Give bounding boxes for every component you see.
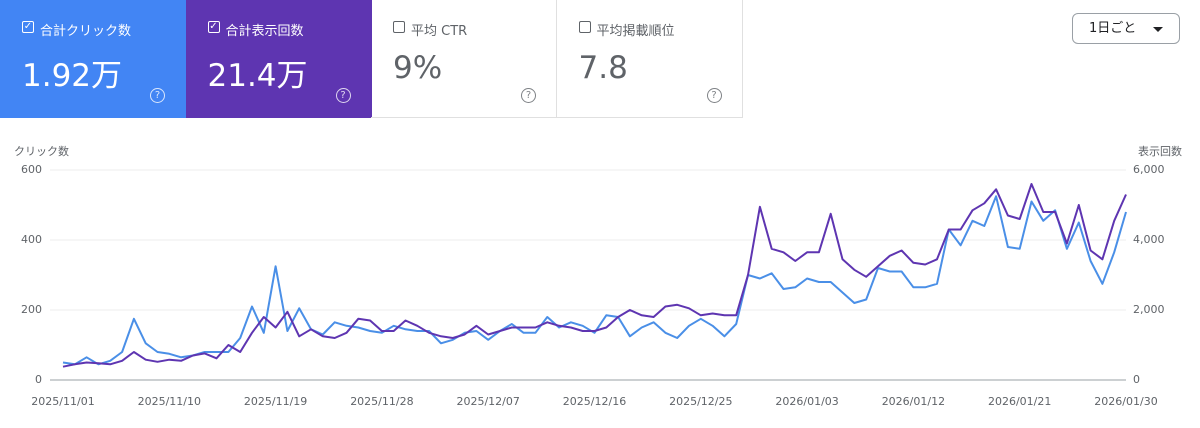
x-tick-label: 2025/11/19	[244, 395, 307, 408]
granularity-dropdown[interactable]: 1日ごと	[1072, 13, 1180, 44]
dropdown-arrow	[1153, 27, 1163, 32]
y-tick-label: 600	[21, 163, 42, 176]
help-icon: ?	[335, 88, 351, 103]
y-tick-label: 0	[35, 373, 42, 386]
x-tick-label: 2026/01/03	[775, 395, 838, 408]
metric-label: 平均 CTR	[411, 24, 468, 39]
y2-tick-label: 0	[1133, 373, 1140, 386]
y2-tick-label: 2,000	[1133, 303, 1165, 316]
help-icon: ?	[521, 88, 536, 103]
x-tick-label: 2025/12/16	[563, 395, 626, 408]
x-tick-label: 2026/01/30	[1094, 395, 1157, 408]
metric-card[interactable]: ✓ 合計表示回数 21.4万?	[185, 0, 372, 118]
y-tick-label: 200	[21, 303, 42, 316]
metric-card[interactable]: 平均掲載順位 7.8?	[556, 0, 743, 118]
checkbox	[393, 21, 405, 33]
x-tick-label: 2025/11/01	[31, 395, 94, 408]
x-tick-label: 2025/12/25	[669, 395, 732, 408]
x-tick-label: 2026/01/12	[882, 395, 945, 408]
y-tick-label: 400	[21, 233, 42, 246]
metric-card[interactable]: 平均 CTR 9%?	[371, 0, 557, 118]
y-axis-title: クリック数	[14, 145, 69, 158]
metric-value: 9%	[393, 50, 443, 86]
y2-tick-label: 4,000	[1133, 233, 1165, 246]
help-icon: ?	[706, 88, 722, 103]
checkbox	[578, 21, 591, 33]
y2-tick-label: 6,000	[1133, 163, 1165, 176]
metric-value: 21.4万	[207, 58, 308, 94]
metric-value: 7.8	[578, 50, 628, 86]
series-line	[62, 183, 1127, 368]
x-tick-label: 2026/01/21	[988, 395, 1051, 408]
checkbox: ✓	[22, 21, 34, 33]
x-tick-label: 2025/11/28	[350, 395, 413, 408]
metric-card[interactable]: ✓ 合計クリック数 1.92万?	[0, 0, 186, 118]
help-icon: ?	[150, 88, 165, 103]
y2-axis-title: 表示回数	[1138, 144, 1182, 158]
x-tick-label: 2025/11/10	[138, 395, 201, 408]
metric-value: 1.92万	[22, 58, 123, 94]
metric-label: 合計クリック数	[40, 24, 132, 39]
x-tick-label: 2025/12/07	[456, 395, 519, 408]
metric-label: 合計表示回数	[225, 24, 304, 39]
checkbox: ✓	[207, 21, 220, 33]
dropdown-label: 1日ごと	[1089, 21, 1137, 36]
metric-label: 平均掲載順位	[596, 24, 675, 39]
